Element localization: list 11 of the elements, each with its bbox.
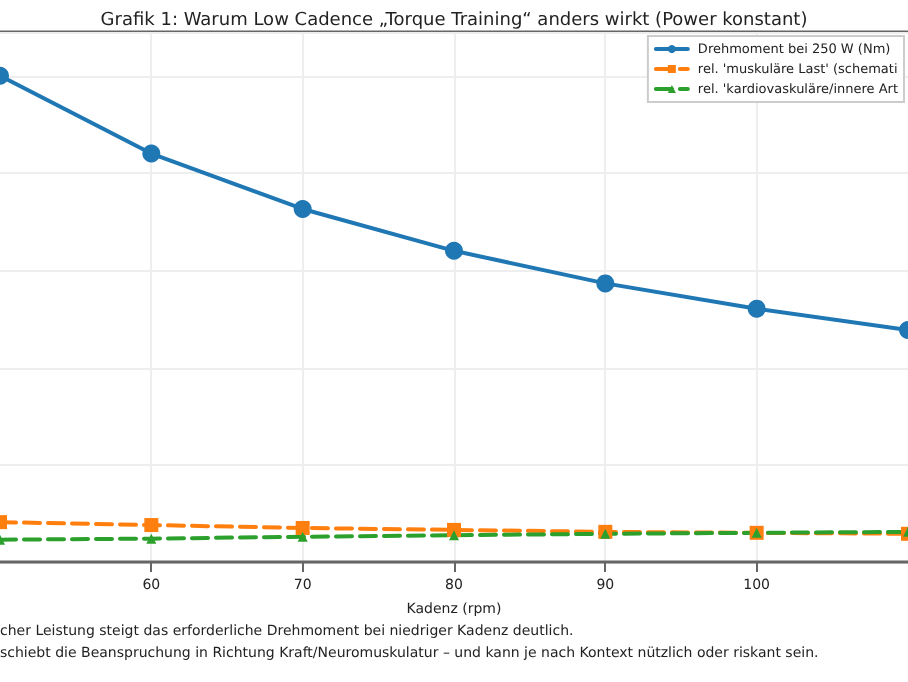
point (596, 274, 615, 293)
point (295, 520, 310, 535)
point (445, 241, 463, 260)
point (293, 199, 312, 218)
point (146, 533, 157, 544)
chart-title: Grafik 1: Warum Low Cadence „Torque Training“ anders wirkt (Power konstant) (100, 11, 808, 31)
point (449, 530, 459, 541)
point (142, 144, 161, 163)
point (144, 518, 159, 533)
point (297, 531, 308, 542)
point (747, 299, 766, 318)
